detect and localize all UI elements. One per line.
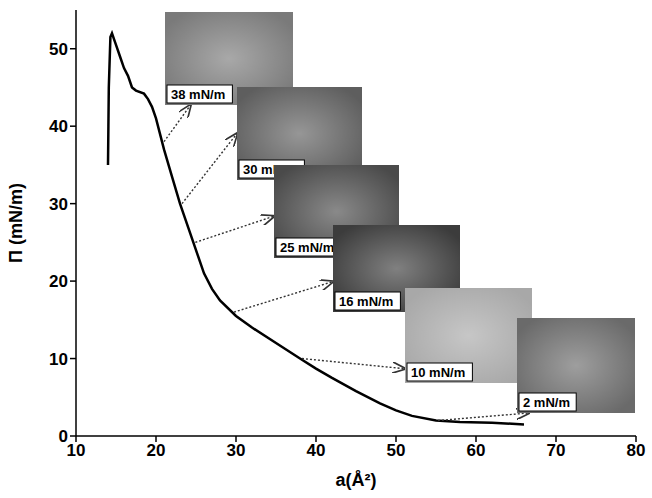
svg-text:25 mN/m: 25 mN/m bbox=[280, 240, 334, 255]
svg-text:50: 50 bbox=[49, 40, 68, 59]
svg-text:40: 40 bbox=[307, 441, 326, 460]
svg-text:0: 0 bbox=[59, 427, 68, 446]
svg-text:30: 30 bbox=[49, 195, 68, 214]
svg-text:2 mN/m: 2 mN/m bbox=[523, 395, 570, 410]
svg-text:Π (mN/m): Π (mN/m) bbox=[6, 183, 26, 263]
svg-text:30 mN/m: 30 mN/m bbox=[243, 162, 297, 177]
svg-text:70: 70 bbox=[547, 441, 566, 460]
svg-text:38 mN/m: 38 mN/m bbox=[171, 87, 225, 102]
svg-text:10 mN/m: 10 mN/m bbox=[411, 365, 465, 380]
svg-text:50: 50 bbox=[387, 441, 406, 460]
svg-text:10: 10 bbox=[67, 441, 86, 460]
svg-text:40: 40 bbox=[49, 117, 68, 136]
svg-text:16 mN/m: 16 mN/m bbox=[339, 294, 393, 309]
svg-text:30: 30 bbox=[227, 441, 246, 460]
svg-text:80: 80 bbox=[627, 441, 646, 460]
svg-text:a(Å²): a(Å²) bbox=[336, 470, 377, 490]
svg-text:20: 20 bbox=[147, 441, 166, 460]
svg-text:20: 20 bbox=[49, 272, 68, 291]
svg-text:10: 10 bbox=[49, 350, 68, 369]
svg-text:60: 60 bbox=[467, 441, 486, 460]
